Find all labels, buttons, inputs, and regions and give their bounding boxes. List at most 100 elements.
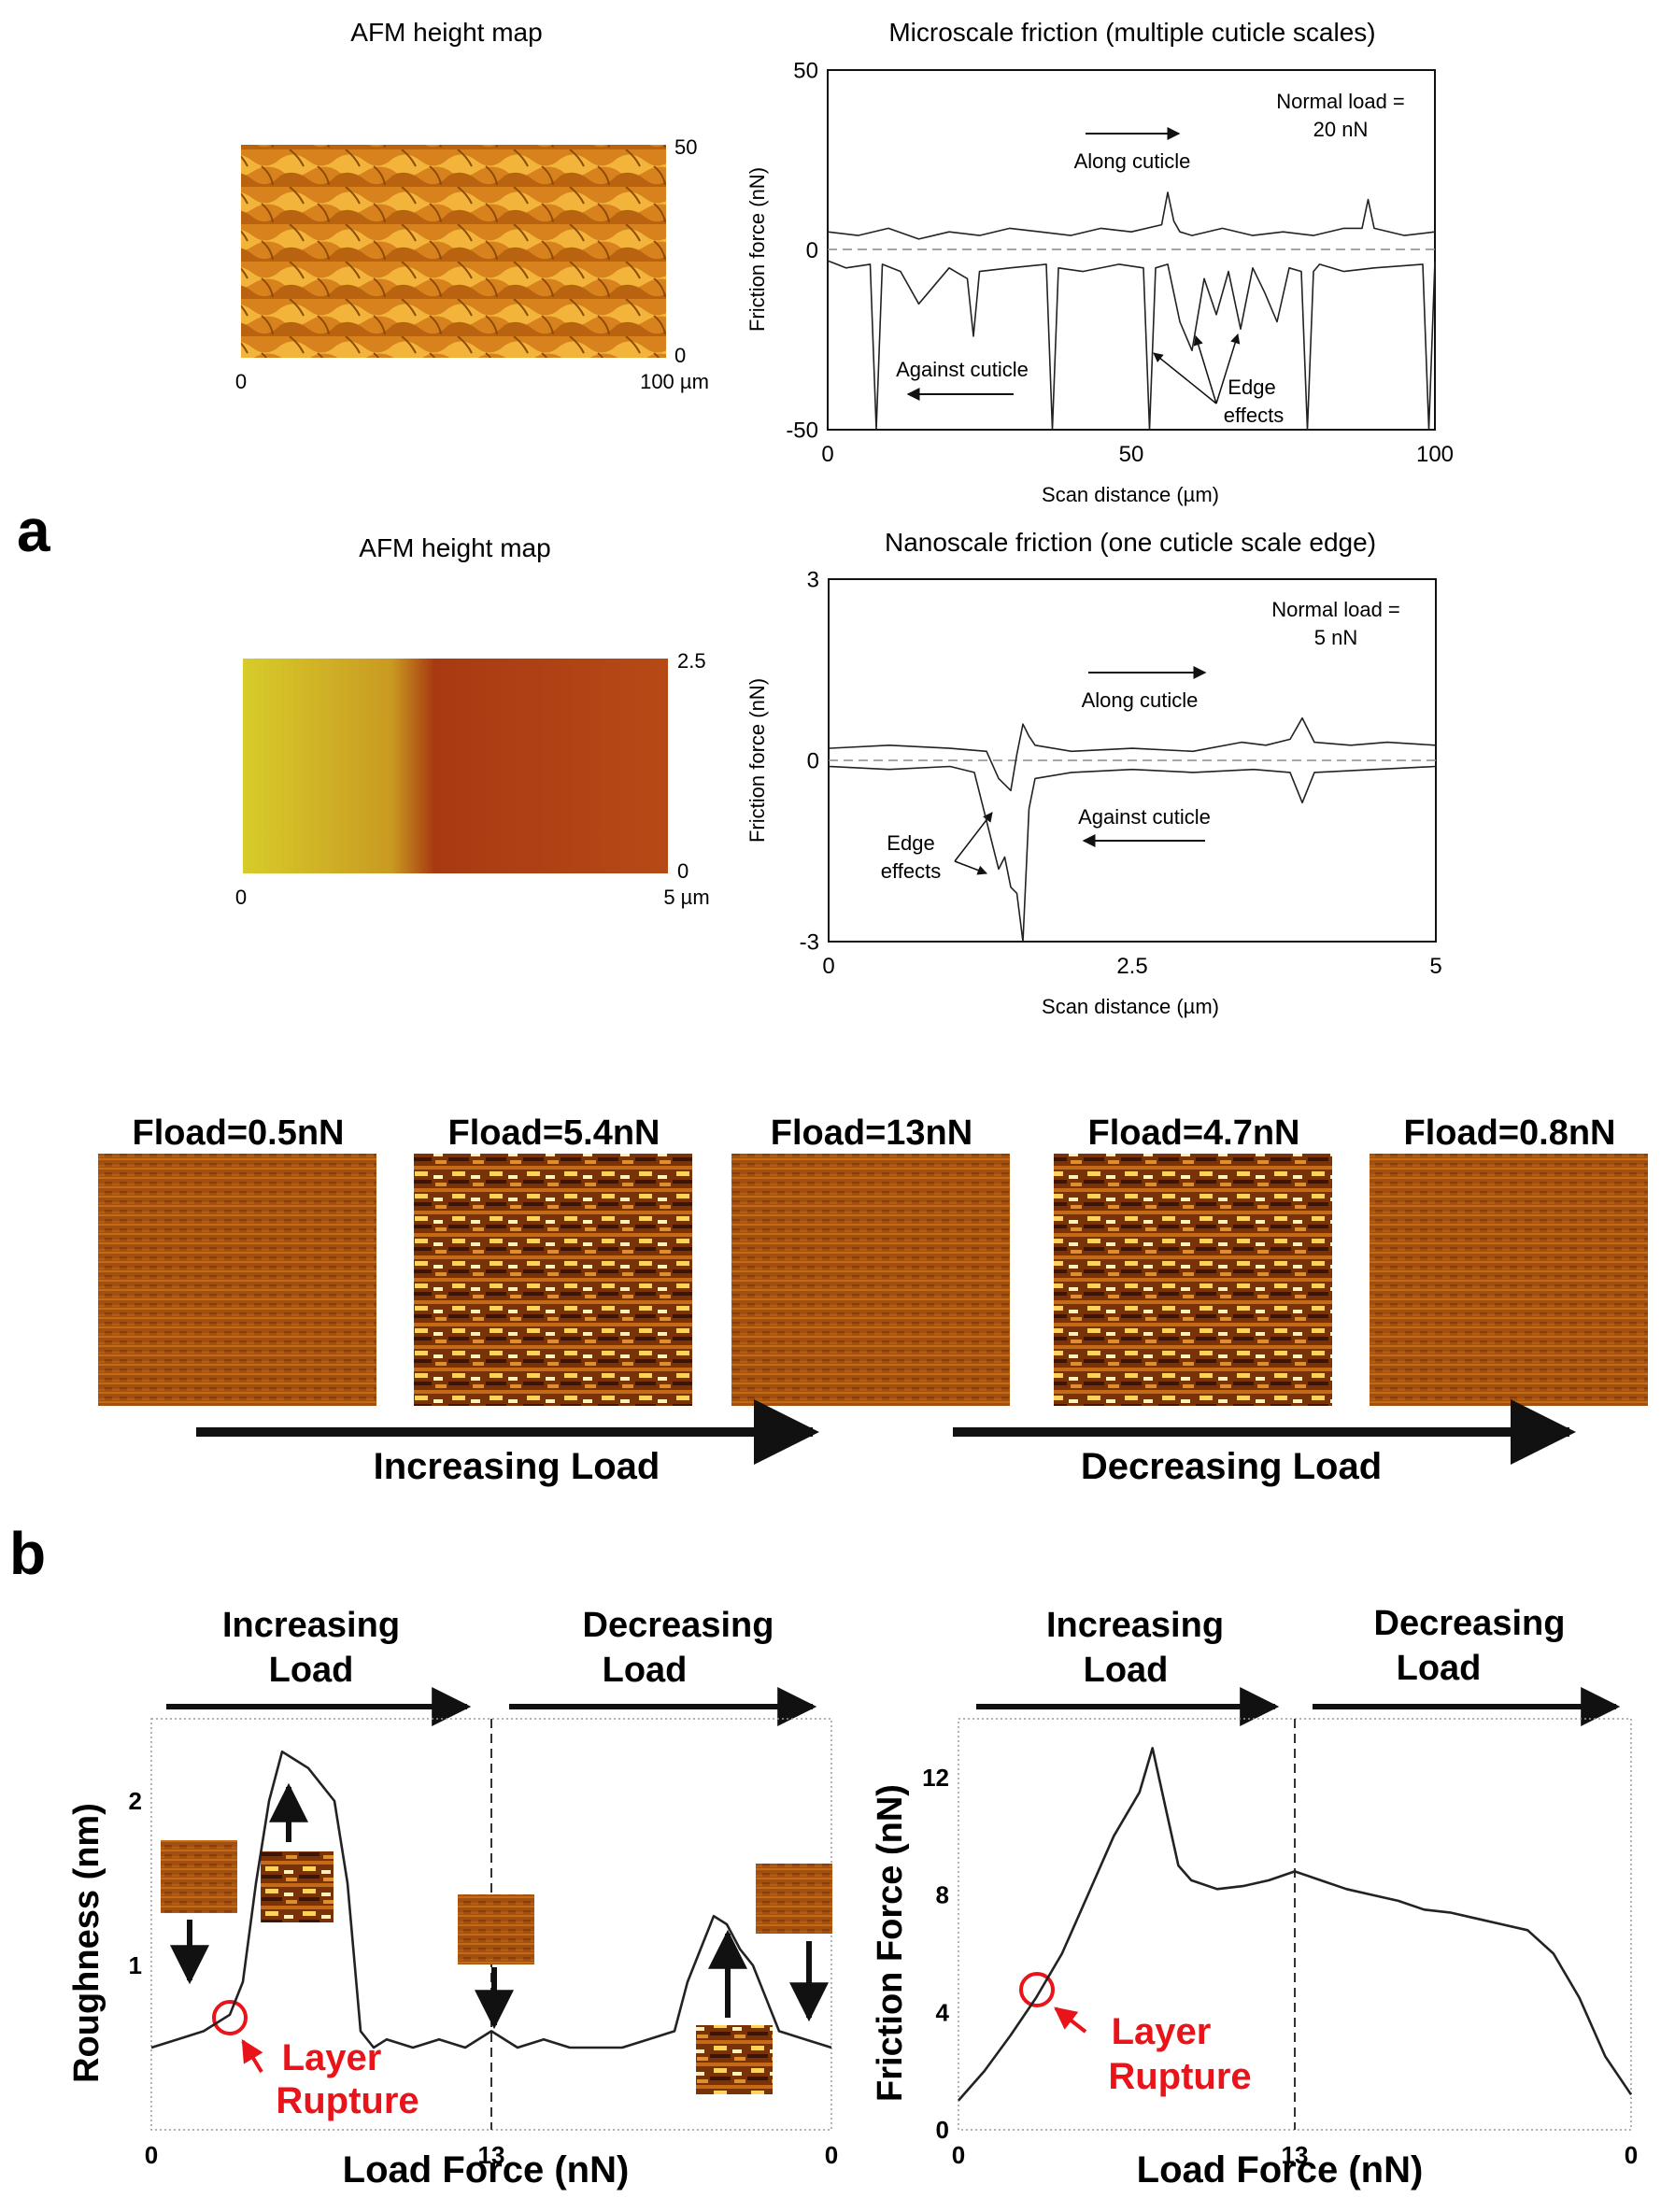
inc-load-label-2: Load: [1084, 1651, 1169, 1690]
load-image-label: Fload=0.5nN: [133, 1113, 345, 1153]
inc-load-label-1: Increasing: [222, 1606, 400, 1645]
series-line-0: [958, 1747, 1633, 2102]
y-axis-label: Roughness (nm): [67, 1803, 106, 2083]
annot-edge-effects: Edge: [1228, 376, 1275, 399]
x-tick-label: 13: [1282, 2141, 1309, 2169]
panel-label-b: b: [9, 1520, 46, 1587]
load-image-row: Fload=0.5nN Fload=5.4nN Fload=13nN Fload=4.…: [98, 1113, 1648, 1406]
series-line-1: [827, 260, 1436, 431]
layer-rupture-pointer: [1054, 2006, 1087, 2034]
x-tick-label: 5: [1429, 954, 1441, 979]
edge-pointer: [1153, 352, 1217, 404]
layer-rupture-pointer: [241, 2038, 263, 2074]
friction-image-rough: [414, 1154, 692, 1406]
dec-load-label-2: Load: [1397, 1649, 1482, 1688]
inc-load-label-2: Load: [269, 1651, 354, 1690]
annot-edge-effects-2: effects: [1224, 404, 1284, 427]
afm-map-title: AFM height map: [350, 18, 542, 47]
y-tick-label: 3: [807, 567, 819, 592]
annot-along-cuticle: Along cuticle: [1082, 688, 1199, 712]
afm-y-bottom-label: 0: [677, 859, 688, 883]
decreasing-load-label: Decreasing Load: [1081, 1446, 1382, 1487]
afm-map-nano: AFM height map 2.5 0 0 5 µm: [235, 533, 710, 909]
x-axis-label: Load Force (nN): [1137, 2149, 1424, 2191]
inset-image-smooth: [458, 1894, 534, 1964]
y-tick-label: -50: [786, 418, 818, 443]
series-line-0: [827, 191, 1436, 240]
annot-edge-effects-2: effects: [881, 859, 941, 883]
afm-map-micro: AFM height map 50 0 0 100 µm: [235, 18, 709, 393]
chart-title: Microscale friction (multiple cuticle sc…: [888, 18, 1375, 47]
y-tick-label: 2: [129, 1787, 142, 1815]
load-image-cell: Fload=5.4nN: [414, 1113, 692, 1406]
annot-along-cuticle: Along cuticle: [1074, 149, 1191, 173]
layer-rupture-label-2: Rupture: [1108, 2056, 1251, 2097]
nano-friction-chart: Nanoscale friction (one cuticle scale ed…: [745, 528, 1442, 1018]
edge-pointer: [954, 860, 987, 875]
roughness-chart: Increasing Load Decreasing Load Roughnes…: [67, 1606, 838, 2191]
layer-rupture-label-1: Layer: [282, 2037, 382, 2078]
inset-image-smooth: [756, 1864, 832, 1934]
afm-x-start-label: 0: [235, 886, 247, 909]
micro-friction-chart: Microscale friction (multiple cuticle sc…: [745, 18, 1454, 506]
y-tick-label: 4: [936, 1998, 950, 2026]
x-tick-label: 100: [1416, 442, 1454, 467]
x-axis-label: Scan distance (µm): [1042, 995, 1219, 1018]
load-image-strip: Fload=0.5nN Fload=5.4nN Fload=13nN Fload=4.…: [98, 1113, 1648, 1487]
inset-image-rough: [261, 1851, 334, 1922]
annot-against-cuticle: Against cuticle: [1078, 805, 1211, 829]
friction-image-smooth: [98, 1154, 376, 1406]
layer-rupture-marker: [212, 2000, 248, 2035]
friction-load-chart: Increasing Load Decreasing Load Friction…: [871, 1604, 1638, 2191]
layer-rupture-label-2: Rupture: [276, 2080, 419, 2121]
afm-map-title: AFM height map: [359, 533, 550, 562]
load-image-label: Fload=5.4nN: [448, 1113, 660, 1153]
x-tick-label: 0: [145, 2141, 158, 2169]
inset-image-rough: [696, 2025, 773, 2094]
afm-y-bottom-label: 0: [674, 344, 686, 367]
load-image-label: Fload=13nN: [771, 1113, 972, 1153]
y-tick-label: 0: [936, 2116, 949, 2144]
layer-rupture-marker: [1019, 1972, 1055, 2007]
edge-pointer: [1215, 333, 1241, 404]
afm-y-top-label: 2.5: [677, 649, 706, 673]
x-tick-label: 2.5: [1116, 954, 1147, 979]
friction-image-smooth: [1370, 1154, 1648, 1406]
afm-image-nano: [243, 659, 668, 873]
friction-image-smooth: [731, 1154, 1010, 1406]
dec-load-label-2: Load: [603, 1651, 688, 1690]
y-tick-label: 12: [922, 1764, 949, 1792]
y-tick-label: 50: [793, 58, 818, 83]
inset-image-smooth: [161, 1840, 237, 1913]
load-image-label: Fload=0.8nN: [1404, 1113, 1616, 1153]
annot-normal-load: Normal load =: [1271, 598, 1400, 621]
annot-normal-load-value: 20 nN: [1313, 118, 1369, 141]
load-image-label: Fload=4.7nN: [1088, 1113, 1300, 1153]
x-tick-label: 13: [478, 2141, 505, 2169]
y-tick-label: -3: [800, 929, 819, 955]
y-axis-label: Friction Force (nN): [871, 1784, 910, 2102]
x-tick-label: 0: [822, 954, 834, 979]
y-axis-label: Friction force (nN): [745, 167, 769, 332]
edge-pointer: [1193, 334, 1217, 404]
dec-load-label-1: Decreasing: [583, 1606, 774, 1645]
annot-against-cuticle: Against cuticle: [896, 358, 1029, 381]
y-tick-label: 1: [129, 1951, 142, 1979]
x-tick-label: 0: [952, 2141, 965, 2169]
series-line-0: [828, 716, 1437, 792]
afm-image-micro: [241, 145, 666, 358]
y-axis-label: Friction force (nN): [745, 678, 769, 843]
x-tick-label: 0: [821, 442, 833, 467]
y-tick-label: 0: [807, 748, 819, 773]
x-tick-label: 50: [1119, 442, 1144, 467]
annot-edge-effects: Edge: [887, 831, 934, 855]
series-line-0: [150, 1750, 832, 2049]
increasing-load-label: Increasing Load: [374, 1446, 660, 1487]
friction-image-rough: [1054, 1154, 1332, 1406]
x-tick-label: 0: [825, 2141, 838, 2169]
inc-load-label-1: Increasing: [1046, 1606, 1224, 1645]
panel-label-a: a: [17, 497, 50, 564]
x-axis-label: Load Force (nN): [343, 2149, 630, 2191]
load-image-cell: Fload=4.7nN: [1054, 1113, 1332, 1406]
